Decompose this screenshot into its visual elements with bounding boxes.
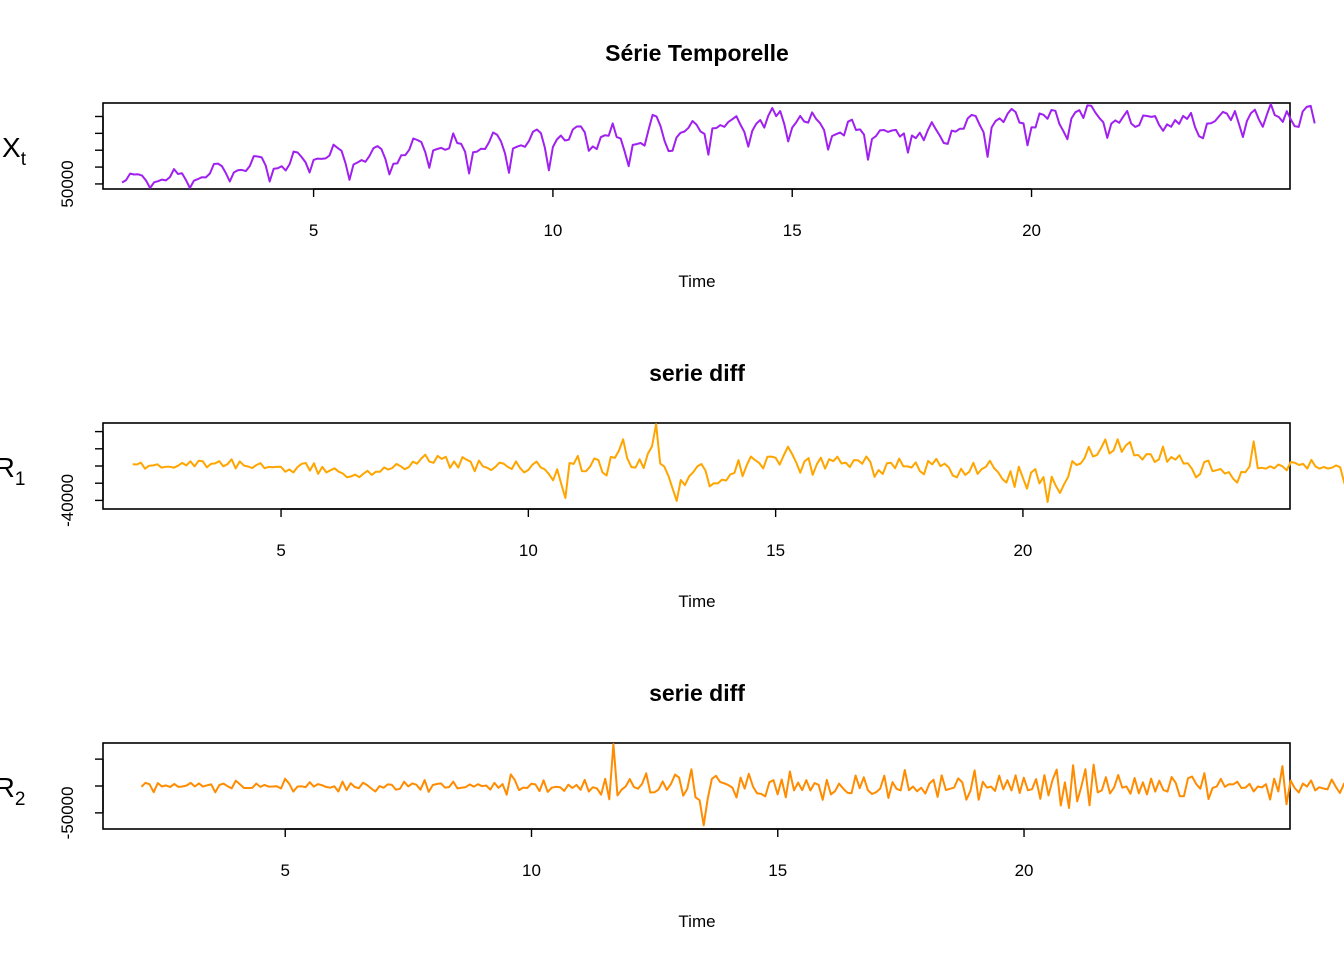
x-tick-label: 5 xyxy=(309,221,318,240)
x-axis-label: Time xyxy=(678,912,715,931)
x-axis: 5 10 15 20 xyxy=(309,188,1041,240)
x-tick-label: 10 xyxy=(543,221,562,240)
y-axis-label-main: R xyxy=(0,452,15,483)
x-tick-label: 5 xyxy=(276,541,285,560)
chart-title: serie diff xyxy=(649,680,745,706)
y-axis: -40000 xyxy=(58,430,104,527)
x-tick-label: 15 xyxy=(766,541,785,560)
y-tick-label: 50000 xyxy=(58,160,77,207)
panel-serie-diff-r2: serie diff 5 10 15 20 -50000 Time R2 xyxy=(0,680,1344,931)
series-line xyxy=(121,103,1316,189)
x-axis: 5 10 15 20 xyxy=(276,508,1032,560)
x-tick-label: 20 xyxy=(1013,541,1032,560)
panel-serie-temporelle: Série Temporelle 5 10 15 20 50000 Time Xt xyxy=(2,40,1316,291)
y-tick-label: -50000 xyxy=(58,786,77,839)
y-axis-label: R2 xyxy=(0,772,25,810)
x-axis-label: Time xyxy=(678,592,715,611)
y-axis-label-main: R xyxy=(0,772,15,803)
y-axis-label: R1 xyxy=(0,452,25,490)
series-line xyxy=(132,423,1344,503)
x-axis-label: Time xyxy=(678,272,715,291)
y-axis-label-sub: t xyxy=(21,149,27,170)
y-axis-label-sub: 1 xyxy=(15,469,26,490)
x-tick-label: 20 xyxy=(1015,861,1034,880)
x-axis: 5 10 15 20 xyxy=(281,828,1034,880)
x-tick-label: 5 xyxy=(281,861,290,880)
series-line xyxy=(140,743,1344,827)
x-tick-label: 15 xyxy=(783,221,802,240)
x-tick-label: 10 xyxy=(522,861,541,880)
y-axis-label: Xt xyxy=(2,132,27,170)
y-axis-label-sub: 2 xyxy=(15,789,26,810)
chart-title: Série Temporelle xyxy=(605,40,789,66)
y-axis: -50000 xyxy=(58,758,104,839)
x-tick-label: 10 xyxy=(519,541,538,560)
y-axis: 50000 xyxy=(58,115,104,208)
x-tick-label: 20 xyxy=(1022,221,1041,240)
x-tick-label: 15 xyxy=(768,861,787,880)
y-tick-label: -40000 xyxy=(58,474,77,527)
panel-serie-diff-r1: serie diff 5 10 15 20 -40000 Time R1 xyxy=(0,360,1344,611)
chart-title: serie diff xyxy=(649,360,745,386)
y-axis-label-main: X xyxy=(2,132,21,163)
